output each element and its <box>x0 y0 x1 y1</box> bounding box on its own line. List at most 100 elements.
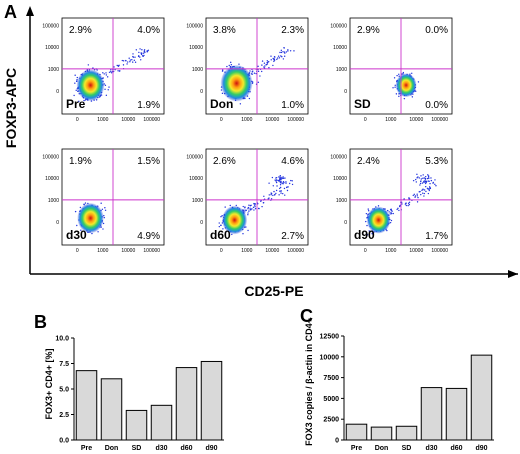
event-dot <box>405 204 408 207</box>
x-tick-label: d30 <box>155 445 167 452</box>
event-dot <box>420 175 422 177</box>
y-tick-label: 10000 <box>320 354 340 361</box>
event-dot <box>253 203 255 205</box>
bar-pre <box>345 423 368 441</box>
event-dot <box>132 56 135 58</box>
event-dot <box>273 190 275 193</box>
event-dot <box>254 206 256 208</box>
event-dot <box>132 53 134 55</box>
event-dot <box>247 229 249 232</box>
event-dot <box>425 190 427 193</box>
event-dot <box>277 55 280 57</box>
event-dot <box>275 189 278 192</box>
event-dot <box>126 63 128 65</box>
event-dot <box>411 96 414 98</box>
x-tick-label: d30 <box>425 445 437 452</box>
x-tick-label: 100000 <box>143 117 160 123</box>
event-dot <box>140 59 142 61</box>
event-dot <box>281 176 283 179</box>
event-dot <box>416 201 419 203</box>
x-tick-label: 100000 <box>143 248 160 254</box>
y-tick-label: 1000 <box>48 198 59 204</box>
event-dot <box>270 55 272 57</box>
event-dot <box>282 176 284 178</box>
event-dot <box>390 209 393 211</box>
x-tick-label: 1000 <box>97 248 108 254</box>
sample-label: d90 <box>354 228 375 242</box>
event-dot <box>218 225 221 228</box>
event-dot <box>423 177 425 179</box>
upper-right-percent: 4.6% <box>281 156 304 167</box>
event-dot <box>274 56 276 58</box>
event-dot <box>279 174 281 177</box>
event-dot <box>79 206 82 209</box>
event-dot <box>280 49 283 52</box>
x-tick-label: 0 <box>364 248 367 254</box>
x-tick-label: 10000 <box>121 248 135 254</box>
event-dot <box>414 195 417 197</box>
event-dot <box>270 192 273 195</box>
event-dot <box>280 192 282 194</box>
event-dot <box>104 88 106 91</box>
event-dot <box>132 61 134 63</box>
event-dot <box>427 176 430 178</box>
event-dot <box>104 207 106 209</box>
event-dot <box>226 65 228 68</box>
event-dot <box>275 177 277 179</box>
y-tick-label: 100000 <box>330 24 347 30</box>
event-dot <box>396 74 398 77</box>
event-dot <box>250 209 252 211</box>
event-dot <box>282 192 284 195</box>
event-dot <box>416 173 418 176</box>
bar-don <box>100 378 123 441</box>
event-dot <box>408 198 411 200</box>
event-dot <box>417 81 420 83</box>
event-dot <box>102 228 104 230</box>
event-dot <box>394 84 396 86</box>
event-dot <box>391 210 393 212</box>
event-dot <box>248 210 250 212</box>
event-dot <box>146 50 149 53</box>
event-dot <box>247 214 249 216</box>
event-dot <box>416 195 418 197</box>
event-dot <box>416 193 418 195</box>
event-dot <box>108 86 110 88</box>
event-dot <box>264 65 266 67</box>
bar-d30 <box>150 404 173 441</box>
event-dot <box>285 182 287 184</box>
event-dot <box>252 206 255 209</box>
x-tick-label: 10000 <box>121 117 135 123</box>
event-dot <box>280 181 282 183</box>
event-dot <box>263 66 265 68</box>
event-dot <box>293 50 295 52</box>
y-tick-label: 10.0 <box>55 336 69 343</box>
event-dot <box>238 63 240 65</box>
event-dot <box>415 90 417 93</box>
upper-right-percent: 0.0% <box>425 25 448 36</box>
event-dot <box>290 179 292 182</box>
event-dot <box>413 193 415 196</box>
event-dot <box>268 194 270 196</box>
panel-a-x-axis-label: CD25-PE <box>244 283 303 299</box>
event-dot <box>288 182 291 185</box>
event-dot <box>147 49 150 51</box>
event-dot <box>279 51 281 54</box>
event-dot <box>84 202 87 204</box>
event-dot <box>282 183 284 185</box>
upper-left-percent: 2.9% <box>69 25 92 36</box>
event-dot <box>283 181 285 184</box>
event-dot <box>287 50 289 52</box>
event-dot <box>263 62 266 64</box>
y-tick-label: 1000 <box>336 198 347 204</box>
event-dot <box>249 207 251 209</box>
panel-b-y-axis-label: FOX3+ CD4+ [%] <box>44 348 54 419</box>
event-dot <box>220 224 222 227</box>
event-dot <box>279 190 281 192</box>
event-dot <box>272 64 274 67</box>
event-dot <box>426 177 429 180</box>
event-dot <box>278 187 281 190</box>
event-dot <box>283 55 286 57</box>
event-dot <box>286 189 289 192</box>
